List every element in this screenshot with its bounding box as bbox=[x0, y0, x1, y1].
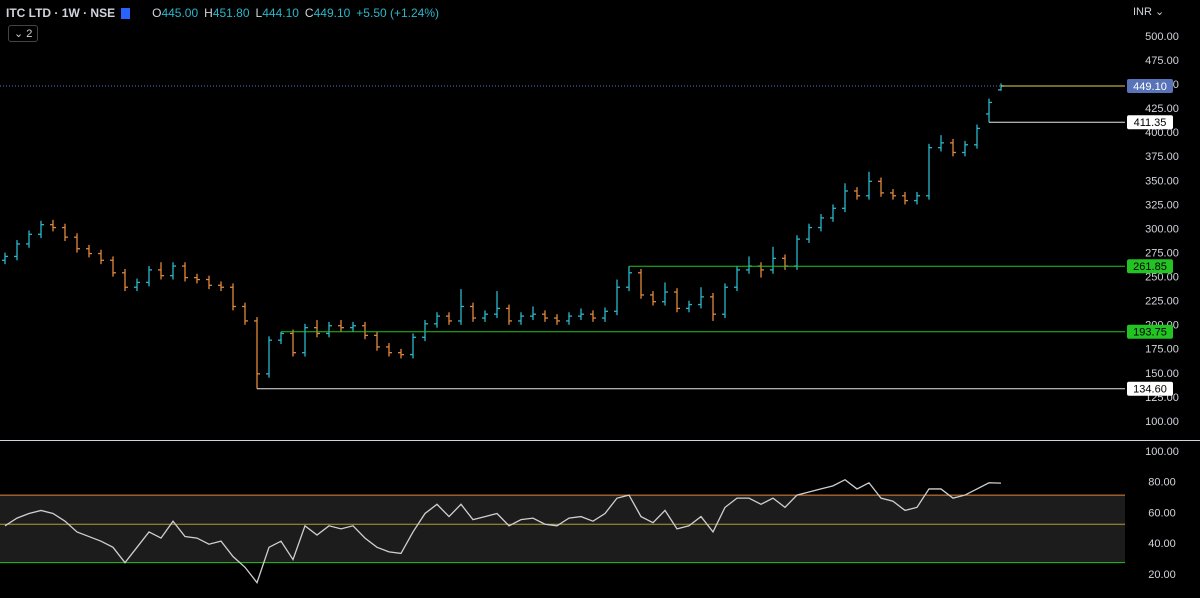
rsi-line bbox=[4, 478, 1002, 584]
ohlc-value: 451.80 bbox=[212, 6, 250, 20]
level-label-box bbox=[1127, 381, 1173, 396]
y-tick-label: 175.00 bbox=[1145, 344, 1179, 356]
level-label: 261.85 bbox=[1133, 261, 1167, 273]
level-label-box bbox=[1127, 78, 1173, 93]
y-tick-label: 300.00 bbox=[1145, 223, 1179, 235]
ohlc-value: 445.00 bbox=[161, 6, 199, 20]
indicator-toggle[interactable]: ⌄ 2 bbox=[8, 25, 39, 42]
level-label-box bbox=[1127, 115, 1173, 130]
ohlc-value: 449.10 bbox=[313, 6, 351, 20]
y-tick-label: 60.00 bbox=[1148, 507, 1176, 519]
y-tick-label: 100.00 bbox=[1145, 416, 1179, 428]
legend-header: ITC LTD · 1W · NSE O 445.00 H 451.80 L 444.… bbox=[6, 6, 439, 20]
symbol[interactable]: ITC LTD · 1W · NSE bbox=[6, 6, 116, 20]
ohlc-value: 444.10 bbox=[262, 6, 299, 20]
y-tick-label: 475.00 bbox=[1145, 55, 1179, 67]
y-tick-label: 350.00 bbox=[1145, 175, 1179, 187]
currency-label: INR bbox=[1133, 6, 1152, 18]
change: +5.50 (+1.24%) bbox=[356, 6, 440, 20]
ohlc-label: C bbox=[304, 6, 314, 20]
y-tick-label: 100.00 bbox=[1145, 446, 1179, 458]
y-tick-label: 250.00 bbox=[1145, 272, 1179, 284]
level-label: 411.35 bbox=[1134, 117, 1167, 129]
y-tick-label: 150.00 bbox=[1145, 368, 1179, 380]
level-label: 193.75 bbox=[1133, 327, 1167, 339]
ohlc-label: H bbox=[204, 6, 213, 20]
ohlc-label: O bbox=[152, 6, 162, 20]
y-tick-label: 20.00 bbox=[1148, 569, 1176, 581]
indicator-count: 2 bbox=[26, 28, 33, 40]
level-label-box bbox=[1127, 324, 1173, 339]
band-fill bbox=[0, 495, 1125, 563]
y-tick-label: 275.00 bbox=[1145, 247, 1179, 259]
flag[interactable] bbox=[121, 7, 131, 19]
y-tick-label: 400.00 bbox=[1145, 127, 1179, 139]
level-label: 134.60 bbox=[1133, 384, 1167, 396]
level-label-box bbox=[1127, 259, 1173, 274]
y-tick-label: 225.00 bbox=[1145, 296, 1179, 308]
y-tick-label: 425.00 bbox=[1145, 103, 1179, 115]
y-tick-label: 325.00 bbox=[1145, 199, 1179, 211]
currency[interactable]: INR ⌄ bbox=[1133, 6, 1165, 18]
level-label: 449.10 bbox=[1133, 81, 1167, 93]
y-tick-label: 40.00 bbox=[1148, 538, 1176, 550]
y-tick-label: 500.00 bbox=[1145, 31, 1179, 43]
y-tick-label: 375.00 bbox=[1145, 151, 1179, 163]
ohlc-label: L bbox=[255, 6, 263, 20]
y-tick-label: 80.00 bbox=[1148, 477, 1176, 489]
